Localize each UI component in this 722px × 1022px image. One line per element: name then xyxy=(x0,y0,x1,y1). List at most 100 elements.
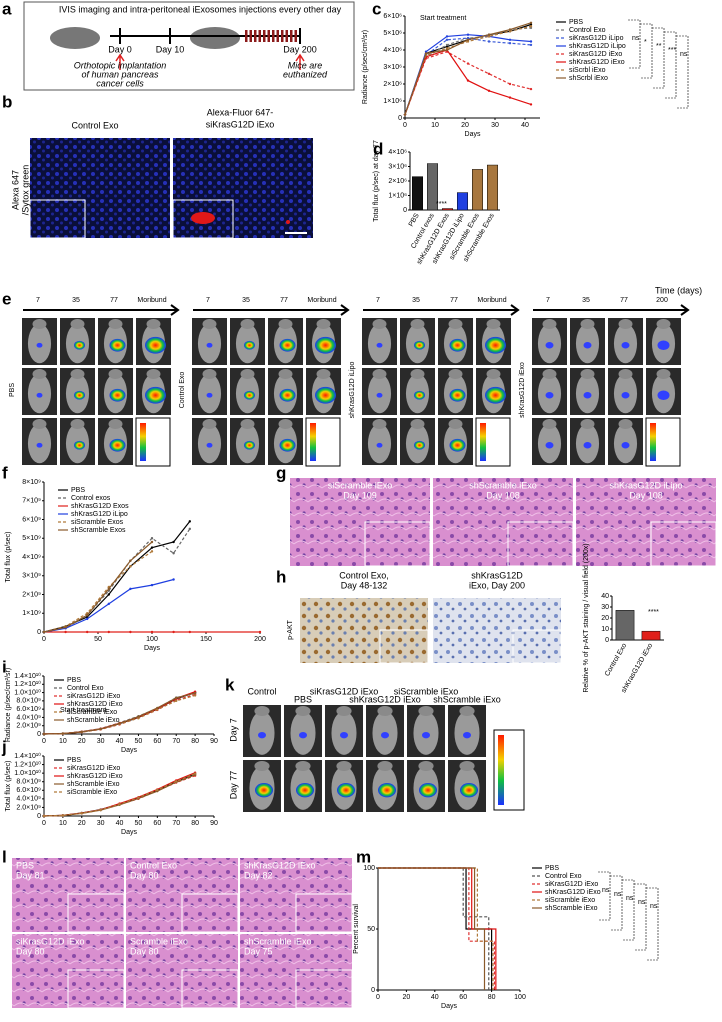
legend-label: siKrasG12D iExo xyxy=(569,51,622,58)
time-arrow xyxy=(533,304,690,316)
series-line xyxy=(43,521,191,633)
bioluminescence xyxy=(449,438,466,452)
day-label: Day 200 xyxy=(283,44,317,54)
y-axis-label: Radiance (p/sec/cm²/sr) xyxy=(5,668,12,742)
y-tick-label: 100 xyxy=(363,865,375,872)
stat-label: ** xyxy=(656,43,662,50)
point xyxy=(156,708,159,711)
point xyxy=(445,35,449,38)
time-label: 35 xyxy=(582,297,590,304)
stat-label: ns xyxy=(614,891,622,898)
bioluminescence xyxy=(419,782,437,798)
panel-letter: k xyxy=(225,675,235,694)
y-tick-label: 6×10⁹ xyxy=(22,516,41,523)
mouse-head xyxy=(254,761,270,771)
injection xyxy=(281,30,284,42)
point xyxy=(466,33,470,36)
caption: iExo, Day 200 xyxy=(469,580,525,590)
caption: PBS xyxy=(16,860,34,870)
mouse-head xyxy=(459,706,475,716)
point xyxy=(193,694,197,697)
point xyxy=(129,559,132,562)
stat-bracket xyxy=(646,887,659,961)
point xyxy=(172,630,175,634)
column-label: siScramble iExo xyxy=(394,686,459,696)
day-label: Day 10 xyxy=(156,44,185,54)
x-axis-label: Days xyxy=(121,829,137,836)
y-axis-label: Total flux (p/sec) at day 77 xyxy=(373,140,380,222)
stat-bracket xyxy=(622,879,635,941)
x-tick-label: 150 xyxy=(200,636,212,643)
bioluminescence xyxy=(36,392,43,398)
colorbar xyxy=(140,423,146,461)
annotation: Start treatment xyxy=(60,707,106,714)
bioluminescence xyxy=(244,440,255,450)
inset xyxy=(507,521,574,567)
mouse-head xyxy=(618,319,633,329)
caption: Day 80 xyxy=(16,946,45,956)
y-tick-label: 0 xyxy=(371,987,375,994)
point xyxy=(42,814,46,818)
y-tick-label: 8.0×10⁹ xyxy=(16,698,41,705)
inset xyxy=(67,893,125,933)
caption: Day 81 xyxy=(16,870,45,880)
point xyxy=(466,79,470,82)
colorbar xyxy=(650,423,656,461)
bioluminescence xyxy=(296,782,314,798)
point xyxy=(42,630,46,634)
point xyxy=(118,803,121,806)
point xyxy=(487,40,491,43)
bioluminescence xyxy=(545,392,554,399)
stat-label: ns xyxy=(626,895,634,902)
series-line xyxy=(378,867,486,990)
mouse-head xyxy=(418,761,434,771)
mouse-head xyxy=(316,369,331,379)
point xyxy=(107,593,111,596)
mouse-head xyxy=(448,369,463,379)
bioluminescence xyxy=(621,342,630,349)
bioluminescence xyxy=(279,338,296,352)
stat-label: ns xyxy=(632,35,640,42)
inset xyxy=(512,629,562,664)
point xyxy=(529,25,533,28)
bar xyxy=(641,630,661,641)
arrow xyxy=(295,53,305,70)
x-tick-label: 20 xyxy=(403,994,411,1001)
time-label: 7 xyxy=(36,297,40,304)
point xyxy=(86,615,89,619)
stat-label: ns xyxy=(680,51,688,58)
mouse xyxy=(50,27,100,49)
bioluminescence xyxy=(255,782,273,798)
legend-label: siKrasG12D iExo xyxy=(67,765,120,772)
mouse-head xyxy=(108,419,123,429)
mouse xyxy=(190,27,240,49)
mouse-head xyxy=(542,369,557,379)
legend-label: siScramble iExo xyxy=(67,789,117,796)
bioluminescence xyxy=(376,342,383,348)
inset xyxy=(67,969,125,1009)
signal xyxy=(191,212,215,224)
bar xyxy=(427,163,438,211)
column-label: Control xyxy=(247,686,276,696)
column-label: siKrasG12D iExo xyxy=(206,119,275,129)
x-tick-label: 0 xyxy=(42,738,46,745)
x-axis-label: Days xyxy=(144,645,160,652)
x-tick-label: 0 xyxy=(403,122,407,129)
point xyxy=(424,52,428,55)
x-tick-label: 20 xyxy=(78,738,86,745)
column-label: siKrasG12D iExo xyxy=(310,686,379,696)
y-tick-label: 1×10⁶ xyxy=(388,192,407,199)
panel-letter: d xyxy=(373,139,383,158)
caption: shKrasG12D xyxy=(471,570,523,580)
point xyxy=(487,33,491,36)
bioluminescence xyxy=(422,731,430,739)
y-tick-label: 0 xyxy=(37,813,41,820)
y-tick-label: 0 xyxy=(398,115,402,122)
y-tick-label: 6.0×10⁹ xyxy=(16,706,41,713)
y-tick-label: 30 xyxy=(601,604,609,611)
point xyxy=(80,730,83,734)
x-tick-label: 100 xyxy=(514,994,526,1001)
x-tick-label: 0 xyxy=(42,820,46,827)
caption: Day 108 xyxy=(486,490,520,500)
mouse-head xyxy=(372,319,387,329)
